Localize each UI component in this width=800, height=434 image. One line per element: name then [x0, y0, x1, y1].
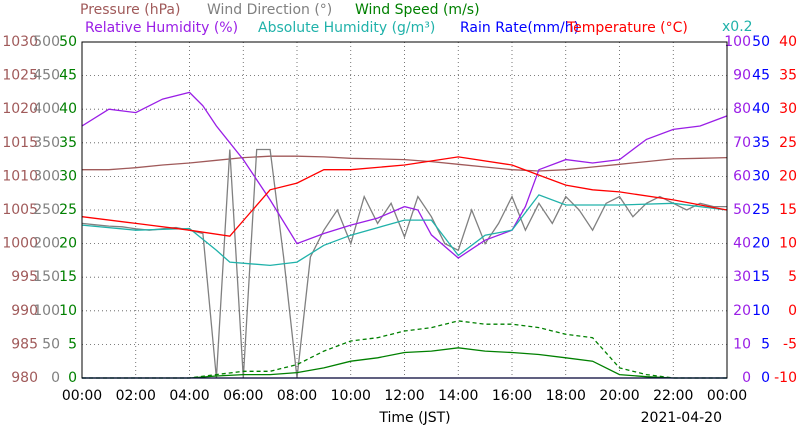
x-tick-label: 14:00: [438, 388, 478, 404]
y-tick-label: 500: [33, 34, 60, 50]
y-tick-label: 35: [752, 135, 770, 151]
y-tick-label: 15: [752, 269, 770, 285]
x-tick-label: 22:00: [653, 388, 693, 404]
y-tick-label: 150: [33, 269, 60, 285]
y-tick-label: 450: [33, 68, 60, 84]
y-tick-label: 0: [761, 370, 770, 386]
y-tick-label: 50: [59, 34, 77, 50]
y-tick-label: 1025: [2, 68, 38, 84]
x-tick-label: 18:00: [546, 388, 586, 404]
y-tick-label: 100: [33, 303, 60, 319]
y-tick-label: 40: [752, 101, 770, 117]
y-tick-label: 80: [733, 101, 751, 117]
y-tick-label: 90: [733, 68, 751, 84]
series-line: [82, 320, 727, 379]
y-tick-label: 1015: [2, 135, 38, 151]
legend-entry: Rain Rate(mm/h): [460, 20, 579, 36]
y-tick-label: -10: [774, 370, 797, 386]
y-tick-label: 40: [779, 34, 797, 50]
x-tick-label: 00:00: [62, 388, 102, 404]
y-tick-label: 1000: [2, 236, 38, 252]
y-tick-label: 20: [779, 168, 797, 184]
legend-entry: Temperature (°C): [566, 20, 688, 36]
y-tick-label: 20: [59, 236, 77, 252]
y-tick-label: 35: [59, 135, 77, 151]
y-tick-label: 25: [779, 135, 797, 151]
y-tick-label: 30: [779, 101, 797, 117]
x-tick-label: 10:00: [331, 388, 371, 404]
y-tick-label: 30: [752, 168, 770, 184]
y-tick-label: 100: [724, 34, 751, 50]
y-tick-label: 5: [68, 336, 77, 352]
y-tick-label: 45: [59, 68, 77, 84]
y-tick-label: 20: [733, 303, 751, 319]
plot-border: [81, 41, 728, 379]
x-tick-label: 02:00: [116, 388, 156, 404]
y-tick-label: 30: [59, 168, 77, 184]
y-tick-label: 50: [733, 202, 751, 218]
x-tick-label: 08:00: [277, 388, 317, 404]
legend-entry: Wind Direction (°): [207, 2, 332, 18]
scale-annotation: x0.2: [722, 19, 753, 35]
y-tick-label: 60: [733, 168, 751, 184]
y-tick-label: 40: [59, 101, 77, 117]
series-line: [82, 155, 727, 172]
y-tick-label: 300: [33, 168, 60, 184]
y-tick-label: -5: [783, 336, 797, 352]
x-tick-label: 04:00: [169, 388, 209, 404]
y-tick-label: 990: [11, 303, 38, 319]
series-line: [82, 148, 727, 379]
y-tick-label: 10: [59, 303, 77, 319]
y-tick-label: 0: [742, 370, 751, 386]
series-line: [82, 194, 727, 267]
series-line: [82, 91, 727, 259]
y-tick-label: 25: [752, 202, 770, 218]
y-tick-label: 1005: [2, 202, 38, 218]
x-axis-label: Time (JST): [378, 410, 450, 426]
y-tick-label: 0: [788, 303, 797, 319]
legend-entry: Absolute Humidity (g/m³): [258, 20, 435, 36]
legend-entry: Pressure (hPa): [80, 2, 180, 18]
x-tick-label: 00:00: [707, 388, 747, 404]
y-tick-label: 15: [59, 269, 77, 285]
y-tick-label: 250: [33, 202, 60, 218]
x-tick-label: 16:00: [492, 388, 532, 404]
y-tick-label: 10: [752, 303, 770, 319]
y-tick-label: 15: [779, 202, 797, 218]
x-tick-label: 06:00: [223, 388, 263, 404]
y-tick-label: 45: [752, 68, 770, 84]
y-tick-label: 0: [68, 370, 77, 386]
y-tick-label: 35: [779, 68, 797, 84]
y-tick-label: 1020: [2, 101, 38, 117]
y-tick-label: 10: [779, 236, 797, 252]
x-tick-label: 12:00: [384, 388, 424, 404]
y-tick-label: 50: [42, 336, 60, 352]
y-tick-label: 5: [788, 269, 797, 285]
legend-entry: Relative Humidity (%): [85, 20, 238, 36]
y-tick-label: 70: [733, 135, 751, 151]
y-tick-label: 25: [59, 202, 77, 218]
y-tick-label: 400: [33, 101, 60, 117]
y-tick-label: 1010: [2, 168, 38, 184]
y-tick-label: 980: [11, 370, 38, 386]
y-tick-label: 1030: [2, 34, 38, 50]
y-tick-label: 10: [733, 336, 751, 352]
y-tick-label: 350: [33, 135, 60, 151]
y-tick-label: 30: [733, 269, 751, 285]
y-tick-label: 5: [761, 336, 770, 352]
date-label: 2021-04-20: [641, 410, 722, 426]
y-tick-label: 0: [51, 370, 60, 386]
y-tick-label: 20: [752, 236, 770, 252]
y-tick-label: 200: [33, 236, 60, 252]
y-tick-label: 995: [11, 269, 38, 285]
y-tick-label: 50: [752, 34, 770, 50]
series-line: [82, 156, 727, 237]
y-tick-label: 40: [733, 236, 751, 252]
y-tick-label: 985: [11, 336, 38, 352]
legend-entry: Wind Speed (m/s): [355, 2, 480, 18]
x-tick-label: 20:00: [599, 388, 639, 404]
